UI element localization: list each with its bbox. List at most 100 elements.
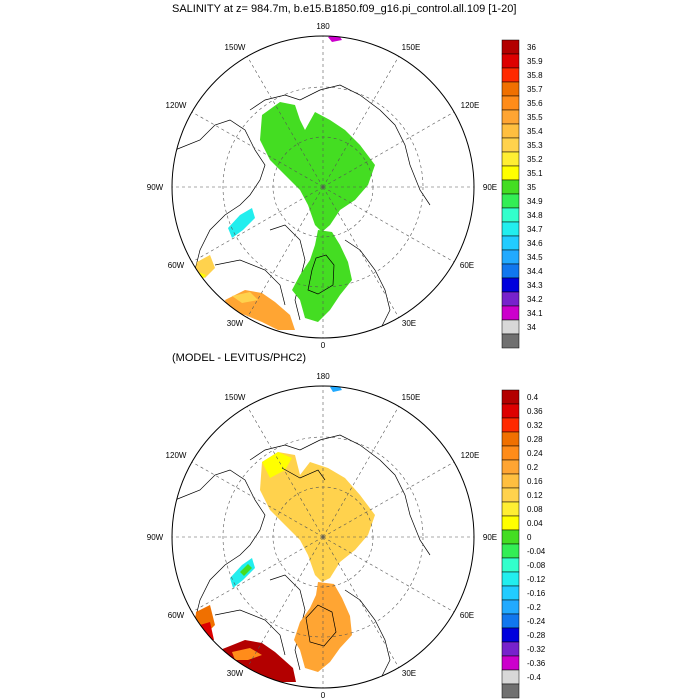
colorbar-swatch — [501, 95, 520, 111]
colorbar-label: 0 — [527, 533, 532, 542]
colorbar-swatch — [501, 291, 520, 307]
lon-label: 60W — [168, 611, 185, 620]
lon-label: 60E — [460, 261, 474, 270]
colorbar-swatch — [501, 319, 520, 335]
region-n0-16 — [330, 386, 342, 392]
map2-title: (MODEL - LEVITUS/PHC2) — [172, 352, 307, 364]
colorbar-swatch — [501, 333, 520, 349]
colorbar-swatch — [501, 655, 520, 671]
region-0-04 — [240, 564, 252, 576]
lon-label: 120E — [461, 101, 480, 110]
contour — [281, 467, 326, 481]
lon-label: 0 — [321, 341, 326, 350]
lon-label: 120E — [461, 451, 480, 460]
coastline — [269, 224, 306, 321]
colorbar-label: 0.4 — [527, 393, 539, 402]
colorbar-swatch — [501, 473, 520, 489]
region-0-12 — [262, 452, 292, 478]
coastline — [344, 239, 391, 331]
lon-label: 180 — [316, 372, 330, 381]
colorbar-label: 0.04 — [527, 519, 543, 528]
salinity-map: 180 150W 150E 120W 120E 90W 90E 60W 60E … — [147, 22, 543, 350]
colorbar-swatch — [501, 109, 520, 125]
colorbar-swatch — [501, 683, 520, 699]
colorbar: 0.4 0.36 0.32 0.28 0.24 0.2 0.16 0.12 0.08 0.04 0 -… — [501, 389, 546, 699]
region-34-8 — [228, 208, 255, 238]
region-36 — [328, 36, 342, 42]
colorbar-swatch — [501, 263, 520, 279]
colorbar-swatch — [501, 305, 520, 321]
colorbar-swatch — [501, 515, 520, 531]
colorbar-label: -0.32 — [527, 645, 546, 654]
map-border — [171, 35, 475, 339]
lon-label: 90W — [147, 533, 164, 542]
coastline — [174, 119, 266, 286]
colorbar-label: 0.24 — [527, 449, 543, 458]
colorbar-label: -0.36 — [527, 659, 546, 668]
lon-label: 180 — [316, 22, 330, 31]
contour — [305, 604, 337, 647]
colorbar-label: 34.6 — [527, 239, 543, 248]
colorbar-label: 35.7 — [527, 85, 543, 94]
region-35-5 — [232, 292, 258, 303]
coastline — [249, 434, 431, 556]
lon-label: 90W — [147, 183, 164, 192]
lon-label: 30E — [402, 669, 416, 678]
colorbar-label: 35.2 — [527, 155, 543, 164]
colorbar-label: 35.5 — [527, 113, 543, 122]
difference-map: 180 150W 150E 120W 120E 90W 90E 60W 60E … — [147, 372, 546, 700]
colorbar-label: 34.2 — [527, 295, 543, 304]
region-35-1b — [292, 230, 352, 322]
colorbar-label: 35.6 — [527, 99, 543, 108]
coastline — [214, 609, 286, 656]
region-0-16 — [260, 452, 375, 582]
colorbar-label: 34.9 — [527, 197, 543, 206]
lon-label: 150E — [402, 393, 421, 402]
lon-label: 120W — [166, 451, 187, 460]
colorbar-label: -0.4 — [527, 673, 541, 682]
colorbar-label: 34 — [527, 323, 536, 332]
graticule — [172, 36, 474, 338]
colorbar-label: 34.7 — [527, 225, 543, 234]
colorbar-swatch — [501, 529, 520, 545]
lon-label: 90E — [483, 183, 497, 192]
colorbar-label: 34.3 — [527, 281, 543, 290]
lon-label: 60W — [168, 261, 185, 270]
lon-label: 150W — [225, 43, 246, 52]
colorbar-label: 0.16 — [527, 477, 543, 486]
colorbar-label: 34.5 — [527, 253, 543, 262]
colorbar-label: 35.9 — [527, 57, 543, 66]
map1-title: SALINITY at z= 984.7m, b.e15.B1850.f09_g… — [172, 3, 517, 15]
coastline — [214, 259, 286, 306]
colorbar-swatch — [501, 599, 520, 615]
colorbar-swatch — [501, 459, 520, 475]
colorbar-label: -0.24 — [527, 617, 546, 626]
colorbar-label: 0.12 — [527, 491, 543, 500]
colorbar-swatch — [501, 151, 520, 167]
colorbar-label: 35.1 — [527, 169, 543, 178]
colorbar-label: 35.3 — [527, 141, 543, 150]
colorbar-swatch — [501, 641, 520, 657]
colorbar-swatch — [501, 543, 520, 559]
colorbar-swatch — [501, 67, 520, 83]
colorbar-swatch — [501, 193, 520, 209]
colorbar-label: 34.8 — [527, 211, 543, 220]
contour — [307, 254, 335, 295]
colorbar-label: -0.04 — [527, 547, 546, 556]
colorbar-label: 34.1 — [527, 309, 543, 318]
coastline — [344, 589, 391, 681]
map-border — [171, 385, 475, 689]
colorbar-label: -0.12 — [527, 575, 546, 584]
lon-label: 90E — [483, 533, 497, 542]
lon-label: 60E — [460, 611, 474, 620]
colorbar-label: 0.36 — [527, 407, 543, 416]
colorbar-label: 36 — [527, 43, 536, 52]
colorbar-swatch — [501, 571, 520, 587]
region-35-4 — [195, 255, 215, 278]
colorbar-swatch — [501, 235, 520, 251]
colorbar-swatch — [501, 613, 520, 629]
lon-label: 30W — [227, 669, 244, 678]
lon-label: 150W — [225, 393, 246, 402]
colorbar-swatch — [501, 137, 520, 153]
colorbar-label: 35.4 — [527, 127, 543, 136]
